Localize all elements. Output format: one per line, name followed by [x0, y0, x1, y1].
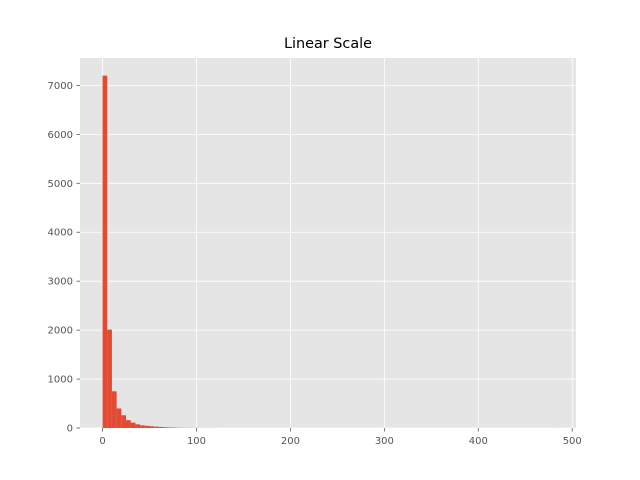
y-tick-label: 7000: [48, 81, 73, 92]
y-tick-label: 0: [67, 424, 73, 435]
x-axis: 0 100 200 300 400 500: [99, 428, 582, 447]
grid: [80, 58, 576, 429]
y-tick-label: 2000: [48, 326, 73, 337]
y-tick-label: 1000: [48, 375, 73, 386]
histogram-bar: [116, 408, 122, 428]
y-tick-label: 6000: [48, 130, 73, 141]
x-tick-label: 500: [563, 436, 582, 447]
histogram-bar: [158, 426, 164, 428]
x-tick-label: 100: [187, 436, 206, 447]
histogram-bar: [126, 420, 131, 428]
histogram-bar: [140, 425, 145, 428]
histogram-bar: [121, 415, 127, 428]
histogram-bar: [102, 75, 108, 428]
y-axis: 0 1000 2000 3000 4000 5000 6000 7000: [48, 81, 80, 435]
x-tick-label: 200: [281, 436, 300, 447]
y-tick-label: 5000: [48, 179, 73, 190]
histogram-bar: [149, 426, 155, 428]
x-tick-label: 400: [469, 436, 488, 447]
chart-title: Linear Scale: [284, 36, 372, 52]
histogram-bars: [102, 75, 559, 428]
histogram-bar: [163, 427, 169, 428]
y-tick-label: 4000: [48, 228, 73, 239]
histogram-bar: [144, 425, 150, 428]
histogram-bar: [154, 426, 159, 428]
x-tick-label: 0: [99, 436, 105, 447]
x-tick-label: 300: [375, 436, 394, 447]
y-tick-label: 3000: [48, 277, 73, 288]
histogram-bar: [130, 422, 136, 428]
histogram-bar: [107, 329, 112, 428]
plot-area: [80, 58, 576, 428]
histogram-bar: [111, 391, 117, 428]
histogram-bar: [135, 424, 141, 428]
